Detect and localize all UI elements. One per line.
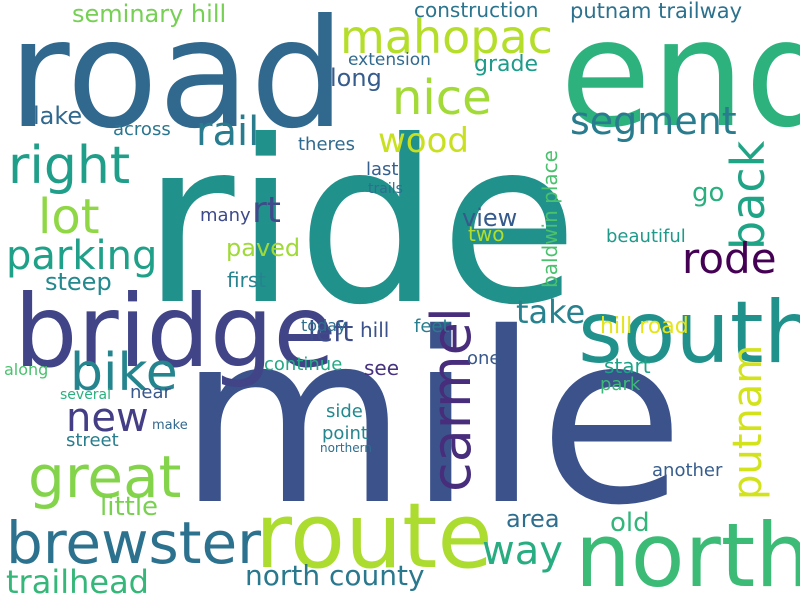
word-lake: lake bbox=[33, 102, 83, 130]
word-start: start bbox=[604, 354, 651, 378]
word-mahopac: mahopac bbox=[340, 10, 553, 64]
word-new: new bbox=[66, 395, 149, 441]
word-great: great bbox=[28, 443, 182, 511]
word-rode: rode bbox=[682, 234, 777, 283]
word-today: today bbox=[301, 316, 347, 335]
word-old: old bbox=[610, 508, 650, 538]
word-north: north bbox=[575, 504, 800, 600]
word-point: point bbox=[322, 423, 368, 444]
word-end: end bbox=[560, 0, 800, 160]
word-ride: ride bbox=[142, 93, 579, 355]
word-take: take bbox=[516, 293, 586, 331]
word-left: left bbox=[308, 315, 354, 348]
word-another: another bbox=[652, 460, 723, 481]
word-along: along bbox=[4, 360, 49, 379]
word-rail: rail bbox=[196, 109, 260, 155]
word-paved: paved bbox=[226, 234, 301, 262]
word-way: way bbox=[482, 528, 563, 574]
word-putnam: putnam bbox=[725, 344, 771, 500]
word-little: little bbox=[100, 492, 159, 522]
word-route: route bbox=[255, 484, 493, 589]
word-trailhead: trailhead bbox=[6, 563, 149, 600]
word-area: area bbox=[506, 505, 560, 533]
word-long: long bbox=[330, 64, 382, 92]
word-construction: construction bbox=[414, 0, 539, 22]
word-mile: mile bbox=[178, 282, 685, 557]
word-bike: bike bbox=[70, 343, 178, 403]
word-right: right bbox=[8, 136, 131, 196]
word-side: side bbox=[326, 401, 363, 422]
word-theres: theres bbox=[298, 134, 355, 155]
word-one: one bbox=[467, 348, 501, 369]
word-view: view bbox=[462, 204, 518, 232]
word-wood: wood bbox=[378, 121, 469, 161]
word-baldwin-place: baldwin place bbox=[538, 150, 562, 288]
word-street: street bbox=[66, 430, 119, 451]
word-putnam-trailway: putnam trailway bbox=[570, 0, 743, 23]
word-steep: steep bbox=[45, 268, 112, 296]
word-brewster: brewster bbox=[6, 509, 261, 577]
word-north-county: north county bbox=[245, 559, 425, 592]
word-go: go bbox=[692, 178, 725, 208]
word-hill-road: hill road bbox=[600, 314, 689, 339]
word-nice: nice bbox=[392, 70, 492, 126]
word-several: several bbox=[60, 387, 112, 403]
word-see: see bbox=[364, 356, 400, 380]
word-continue: continue bbox=[264, 354, 343, 375]
word-segment: segment bbox=[570, 99, 737, 143]
word-feet: feet bbox=[414, 316, 450, 337]
word-grade: grade bbox=[474, 52, 538, 77]
word-rt: rt bbox=[252, 190, 281, 231]
word-trails: trails bbox=[368, 181, 403, 197]
word-many: many bbox=[200, 205, 251, 226]
word-two: two bbox=[468, 222, 505, 246]
word-road: road bbox=[8, 0, 346, 162]
word-across: across bbox=[113, 119, 171, 140]
word-make: make bbox=[152, 418, 188, 433]
word-hill: hill bbox=[360, 318, 390, 342]
word-northern: northern bbox=[320, 441, 372, 455]
word-first: first bbox=[227, 268, 267, 292]
word-parking: parking bbox=[6, 233, 158, 279]
word-last: last bbox=[366, 159, 399, 180]
word-bridge: bridge bbox=[14, 273, 335, 390]
word-extension: extension bbox=[348, 50, 431, 70]
word-lot: lot bbox=[38, 189, 100, 245]
word-seminary-hill: seminary hill bbox=[72, 0, 227, 28]
word-near: near bbox=[130, 382, 171, 403]
word-park: park bbox=[600, 374, 641, 395]
word-beautiful: beautiful bbox=[606, 226, 686, 247]
word-south: south bbox=[578, 283, 800, 383]
